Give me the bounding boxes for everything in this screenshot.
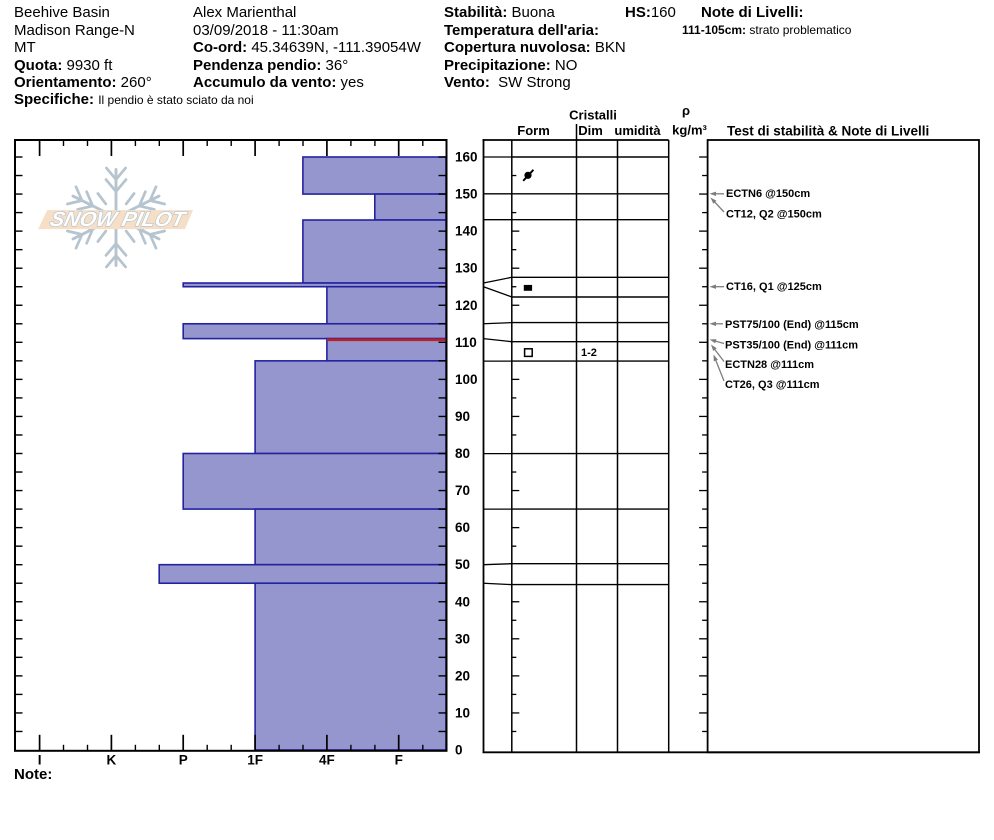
svg-text:umidità: umidità	[614, 123, 661, 138]
svg-text:PST75/100 (End) @115cm: PST75/100 (End) @115cm	[725, 319, 859, 331]
svg-text:SNOW PILOT: SNOW PILOT	[48, 208, 190, 231]
svg-text:I: I	[38, 753, 42, 768]
svg-text:Dim: Dim	[578, 123, 603, 138]
svg-text:F: F	[395, 753, 403, 768]
svg-text:Test di stabilità & Note di Li: Test di stabilità & Note di Livelli	[727, 124, 929, 139]
svg-text:70: 70	[455, 483, 470, 498]
svg-text:ρ: ρ	[682, 103, 690, 118]
svg-text:P: P	[179, 753, 188, 768]
svg-text:4F: 4F	[319, 753, 335, 768]
svg-text:1-2: 1-2	[581, 347, 597, 359]
svg-text:130: 130	[455, 261, 478, 276]
svg-text:110: 110	[455, 335, 477, 350]
svg-text:160: 160	[455, 150, 478, 165]
svg-text:80: 80	[455, 446, 470, 461]
svg-text:140: 140	[455, 224, 478, 239]
svg-text:1F: 1F	[247, 753, 263, 768]
svg-text:PST35/100 (End) @111cm: PST35/100 (End) @111cm	[725, 339, 858, 351]
svg-text:60: 60	[455, 520, 470, 535]
svg-text:Form: Form	[517, 123, 550, 138]
svg-text:10: 10	[455, 705, 470, 720]
svg-text:50: 50	[455, 557, 470, 572]
svg-text:ECTN28 @111cm: ECTN28 @111cm	[725, 359, 814, 371]
svg-text:CT16, Q1 @125cm: CT16, Q1 @125cm	[726, 281, 822, 293]
svg-text:120: 120	[455, 298, 478, 313]
svg-text:CT26, Q3 @111cm: CT26, Q3 @111cm	[725, 379, 820, 391]
svg-text:Note:: Note:	[14, 766, 52, 783]
svg-text:ECTN6 @150cm: ECTN6 @150cm	[726, 188, 810, 200]
svg-text:CT12, Q2 @150cm: CT12, Q2 @150cm	[726, 209, 822, 221]
svg-text:kg/m³: kg/m³	[672, 123, 707, 138]
svg-text:40: 40	[455, 594, 470, 609]
svg-text:30: 30	[455, 631, 470, 646]
svg-text:90: 90	[455, 409, 470, 424]
svg-text:0: 0	[455, 743, 463, 758]
svg-text:150: 150	[455, 187, 478, 202]
svg-text:Cristalli: Cristalli	[569, 108, 617, 123]
svg-text:20: 20	[455, 668, 470, 683]
svg-text:K: K	[107, 753, 117, 768]
svg-text:100: 100	[455, 372, 478, 387]
